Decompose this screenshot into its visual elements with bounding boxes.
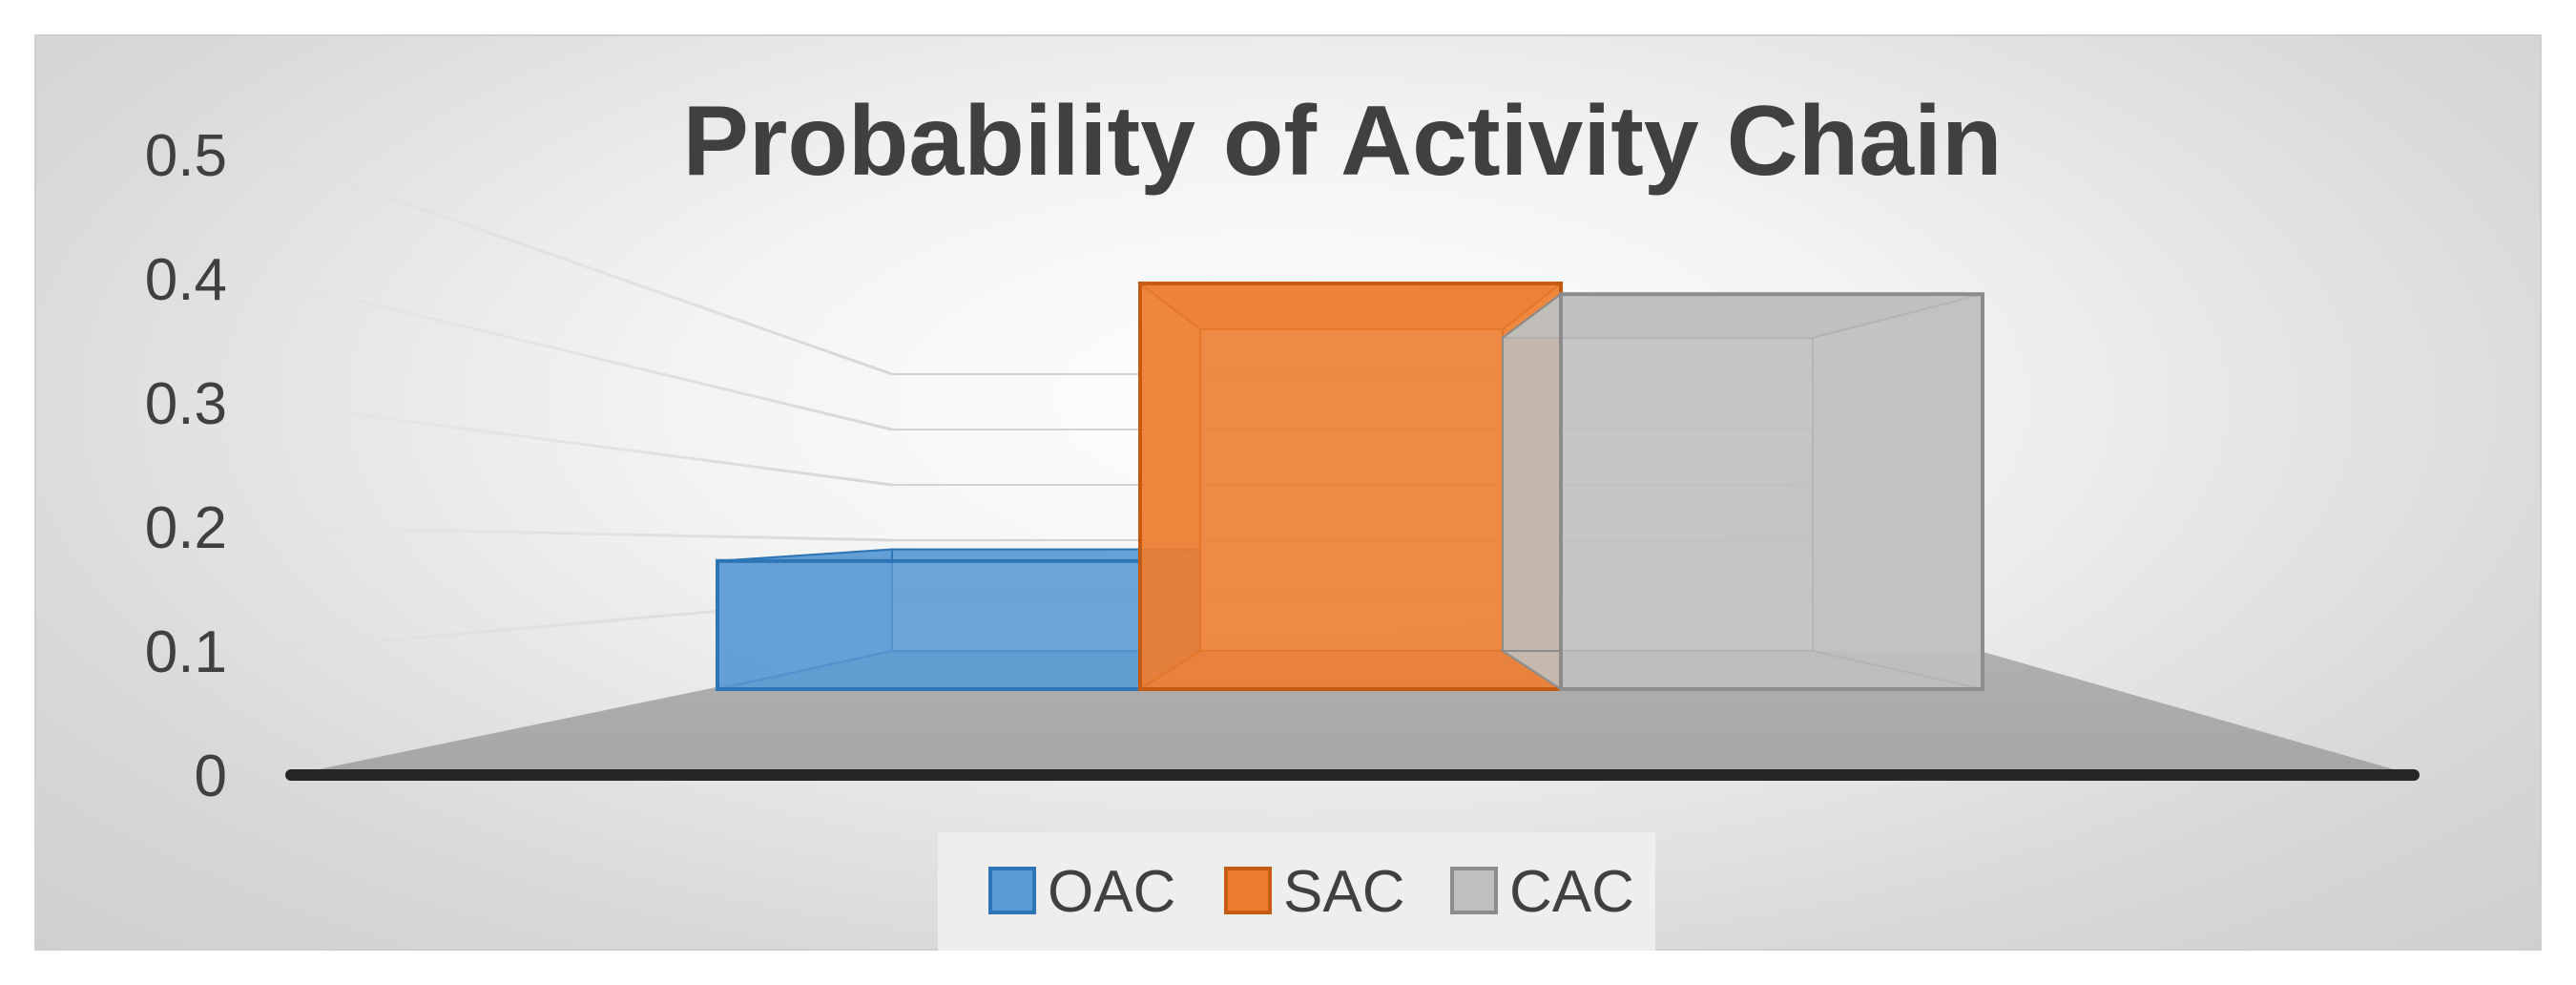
y-tick-label: 0.5	[145, 123, 227, 189]
legend-label-cac: CAC	[1509, 859, 1634, 925]
bars	[716, 281, 1984, 692]
chart-title: Probability of Activity Chain	[683, 86, 2003, 197]
bar-front-face	[716, 558, 1142, 692]
y-tick-label: 0.3	[145, 371, 227, 437]
gridline-diagonal	[266, 525, 893, 542]
bar-left-face	[1502, 292, 1562, 691]
y-tick-label: 0	[195, 744, 227, 809]
legend-swatch-oac	[988, 867, 1036, 914]
legend-background	[938, 832, 1655, 951]
bar-sac	[1136, 281, 1565, 691]
gridline-diagonal	[266, 277, 893, 431]
legend-swatch-sac	[1224, 867, 1272, 914]
bar-cac	[1499, 292, 1984, 691]
gridline-diagonal	[266, 153, 893, 376]
legend-label-sac: SAC	[1283, 859, 1404, 925]
y-tick-label: 0.1	[145, 619, 227, 685]
y-tick-label: 0.2	[145, 495, 227, 561]
legend-label-oac: OAC	[1048, 859, 1175, 925]
y-tick-label: 0.4	[145, 247, 227, 313]
bar-oac	[716, 548, 1204, 692]
legend: OAC SAC CAC	[938, 832, 1655, 951]
gridline-diagonal	[266, 401, 893, 487]
bar-front-face	[1559, 292, 1984, 691]
y-axis-ticks: 0 0.1 0.2 0.3 0.4 0.5	[145, 123, 227, 809]
bar-front-face	[1138, 282, 1563, 691]
legend-swatch-cac	[1450, 867, 1498, 914]
